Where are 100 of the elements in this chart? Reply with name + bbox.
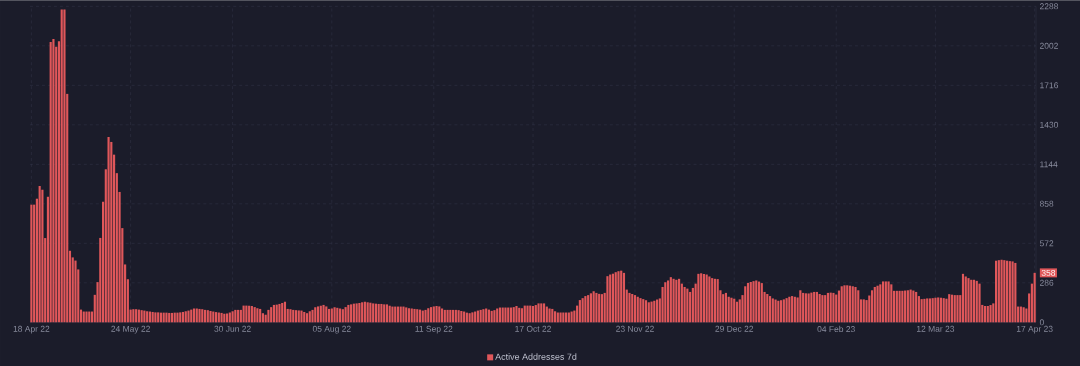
bar (948, 293, 951, 323)
bar (297, 310, 300, 323)
bar (837, 290, 841, 323)
bar (785, 297, 788, 323)
bar (862, 299, 865, 323)
y-tick-label: 858 (1039, 200, 1054, 207)
bar (405, 307, 408, 323)
bar (840, 286, 843, 323)
bar (253, 306, 256, 323)
bar (1000, 259, 1003, 323)
bar (427, 308, 430, 323)
bar (537, 303, 540, 323)
bar (305, 313, 309, 323)
bar (429, 306, 433, 323)
bar (881, 281, 885, 323)
bar (303, 311, 306, 323)
bar (664, 282, 667, 323)
bar (355, 303, 358, 323)
bar (578, 299, 581, 323)
bar (1014, 262, 1017, 323)
bar (915, 291, 918, 323)
bar (884, 281, 887, 323)
bar (950, 294, 954, 323)
bar (347, 304, 350, 323)
bar (655, 299, 659, 323)
bar (749, 281, 752, 323)
bar (994, 260, 998, 323)
bar (281, 302, 284, 323)
bar (777, 300, 780, 323)
bar (358, 302, 361, 323)
bar (669, 276, 672, 323)
bar (724, 292, 728, 323)
bar (325, 306, 328, 323)
bar (964, 276, 967, 323)
bar (989, 304, 992, 323)
bar (810, 292, 813, 323)
y-tick-label: 1144 (1040, 161, 1058, 168)
bar (735, 301, 739, 323)
bar (653, 300, 656, 323)
bar (826, 292, 830, 323)
bar (755, 280, 758, 323)
bar (678, 278, 681, 323)
bar (917, 295, 920, 323)
bar (300, 310, 303, 323)
bar (680, 283, 683, 323)
bar (983, 305, 987, 323)
bar (887, 281, 890, 323)
bar (647, 302, 650, 323)
bar (879, 284, 882, 323)
annotation: 358 (1041, 269, 1056, 276)
bar (722, 293, 725, 323)
legend-label: Active Addresses 7d (495, 353, 577, 360)
bar (631, 293, 634, 323)
bar (534, 304, 537, 323)
bar (611, 273, 615, 323)
bar (259, 308, 262, 323)
bar (912, 290, 915, 323)
bar (63, 9, 66, 323)
bar (727, 296, 730, 323)
bar (923, 298, 926, 323)
bar (344, 306, 347, 323)
bar (617, 271, 620, 323)
y-tick-label: 286 (1039, 279, 1054, 286)
bar (41, 189, 44, 323)
bar (898, 290, 901, 323)
bar (870, 290, 874, 323)
bar (377, 303, 380, 323)
x-tick-label: 23 Nov 22 (616, 325, 654, 332)
bar (52, 38, 55, 323)
bar (851, 286, 854, 323)
bar (771, 298, 774, 323)
bar (766, 293, 769, 323)
bar (642, 298, 645, 323)
bar (939, 297, 943, 323)
bar (832, 292, 835, 323)
bar (38, 185, 41, 323)
x-tick-label: 17 Oct 22 (515, 325, 551, 332)
bar (595, 292, 598, 323)
bar (672, 278, 675, 323)
bar (581, 297, 584, 323)
bar (931, 297, 934, 323)
bar (628, 292, 631, 323)
bar (432, 306, 435, 323)
x-tick-label: 17 Apr 23 (1016, 325, 1053, 334)
bar (644, 300, 648, 323)
bar (551, 308, 554, 323)
bar (865, 299, 868, 323)
bar (972, 279, 976, 323)
bar (675, 279, 678, 323)
bar (60, 9, 63, 323)
bar (609, 274, 612, 323)
bar (818, 293, 821, 323)
bar (934, 297, 937, 323)
bar (179, 312, 182, 323)
bar (30, 204, 33, 323)
bar (970, 279, 973, 323)
bar (154, 312, 157, 323)
x-tick-label: 18 Apr 22 (13, 325, 50, 334)
bar (74, 260, 77, 323)
bar (967, 277, 970, 323)
